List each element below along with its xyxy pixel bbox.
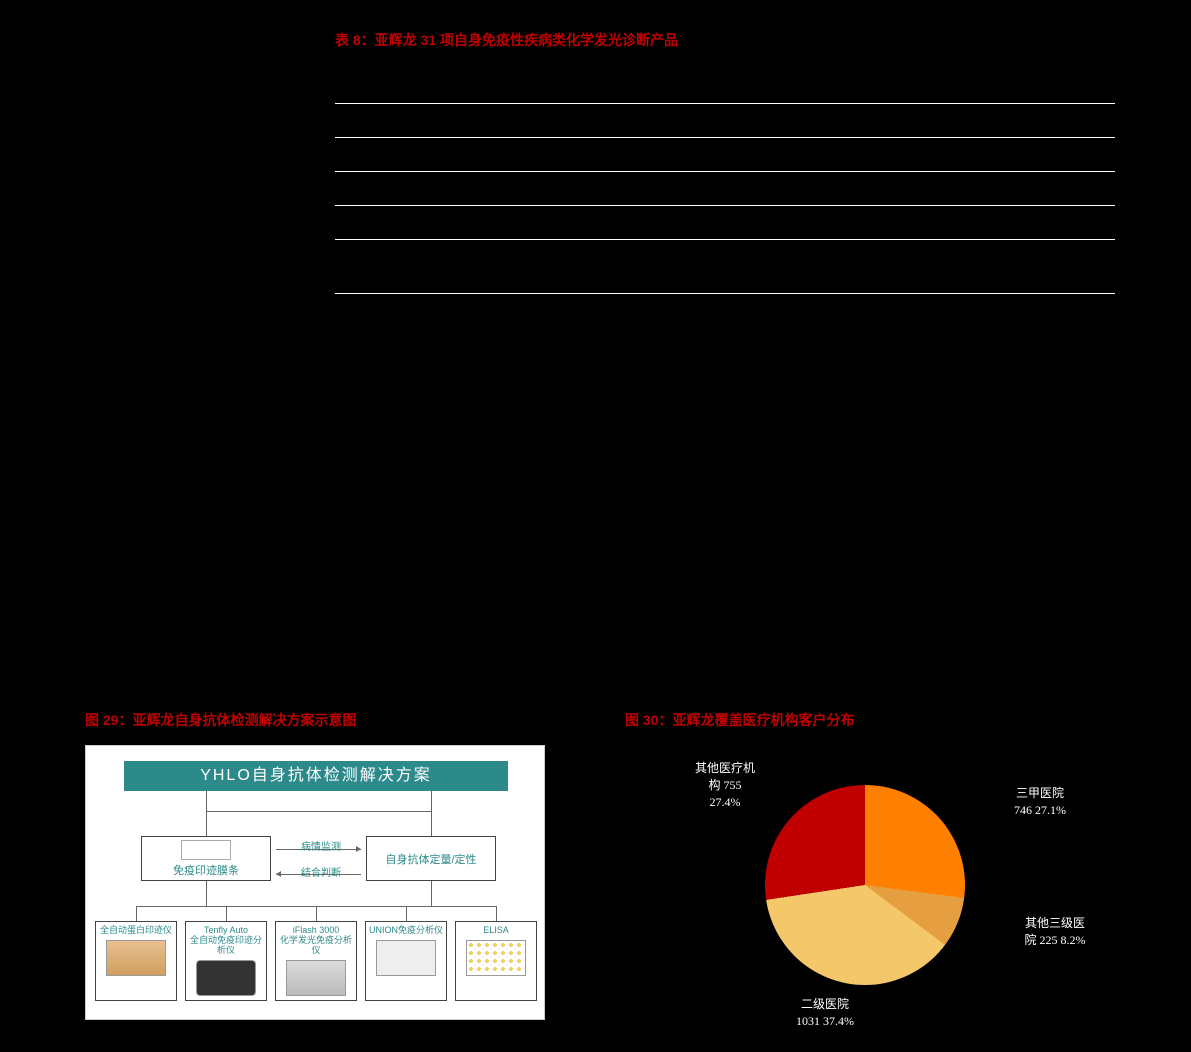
device-3: iFlash 3000 化学发光免疫分析仪 [275, 921, 357, 1001]
figure-29: 图 29：亚辉龙自身抗体检测解决方案示意图 YHLO自身抗体检测解决方案 免疫印… [85, 710, 575, 1035]
flowchart-node-immunoblot: 免疫印迹膜条 [141, 836, 271, 881]
table-8-section: 表 8：亚辉龙 31 项自身免疫性疾病类化学发光诊断产品 [335, 30, 1115, 294]
table-row [335, 172, 1115, 206]
pie-label-3other: 其他三级医 院 225 8.2% [1005, 915, 1105, 949]
pie-chart: 其他医疗机 构 755 27.4% 三甲医院 746 27.1% 其他三级医 院… [625, 745, 1115, 1035]
pie-label-2: 二级医院 1031 37.4% [770, 996, 880, 1030]
device-2: Tenfly Auto 全自动免疫印迹分析仪 [185, 921, 267, 1001]
flowchart-header: YHLO自身抗体检测解决方案 [124, 761, 508, 791]
charts-section: 图 29：亚辉龙自身抗体检测解决方案示意图 YHLO自身抗体检测解决方案 免疫印… [85, 710, 1115, 1035]
figure-30-title: 图 30：亚辉龙覆盖医疗机构客户分布 [625, 710, 1115, 730]
table-8-title: 表 8：亚辉龙 31 项自身免疫性疾病类化学发光诊断产品 [335, 30, 1115, 50]
device-1: 全自动蛋白印迹仪 [95, 921, 177, 1001]
table-row [335, 70, 1115, 104]
flowchart-node-antibody: 自身抗体定量/定性 [366, 836, 496, 881]
pie-label-3a: 三甲医院 746 27.1% [995, 785, 1085, 819]
pie-graphic [765, 785, 965, 985]
table-row [335, 104, 1115, 138]
flowchart: YHLO自身抗体检测解决方案 免疫印迹膜条 自身抗体定量/定性 病情监测 结合判… [85, 745, 545, 1020]
table-8-rows [335, 70, 1115, 294]
figure-29-title: 图 29：亚辉龙自身抗体检测解决方案示意图 [85, 710, 575, 730]
arrow-label-judge: 结合判断 [291, 864, 351, 879]
table-row [335, 240, 1115, 294]
device-5: ELISA [455, 921, 537, 1001]
pie-label-other: 其他医疗机 构 755 27.4% [680, 760, 770, 810]
device-4: UNION免疫分析仪 [365, 921, 447, 1001]
arrow-label-monitor: 病情监测 [291, 838, 351, 853]
figure-30: 图 30：亚辉龙覆盖医疗机构客户分布 其他医疗机 构 755 27.4% 三甲医… [625, 710, 1115, 1035]
table-row [335, 206, 1115, 240]
table-row [335, 138, 1115, 172]
